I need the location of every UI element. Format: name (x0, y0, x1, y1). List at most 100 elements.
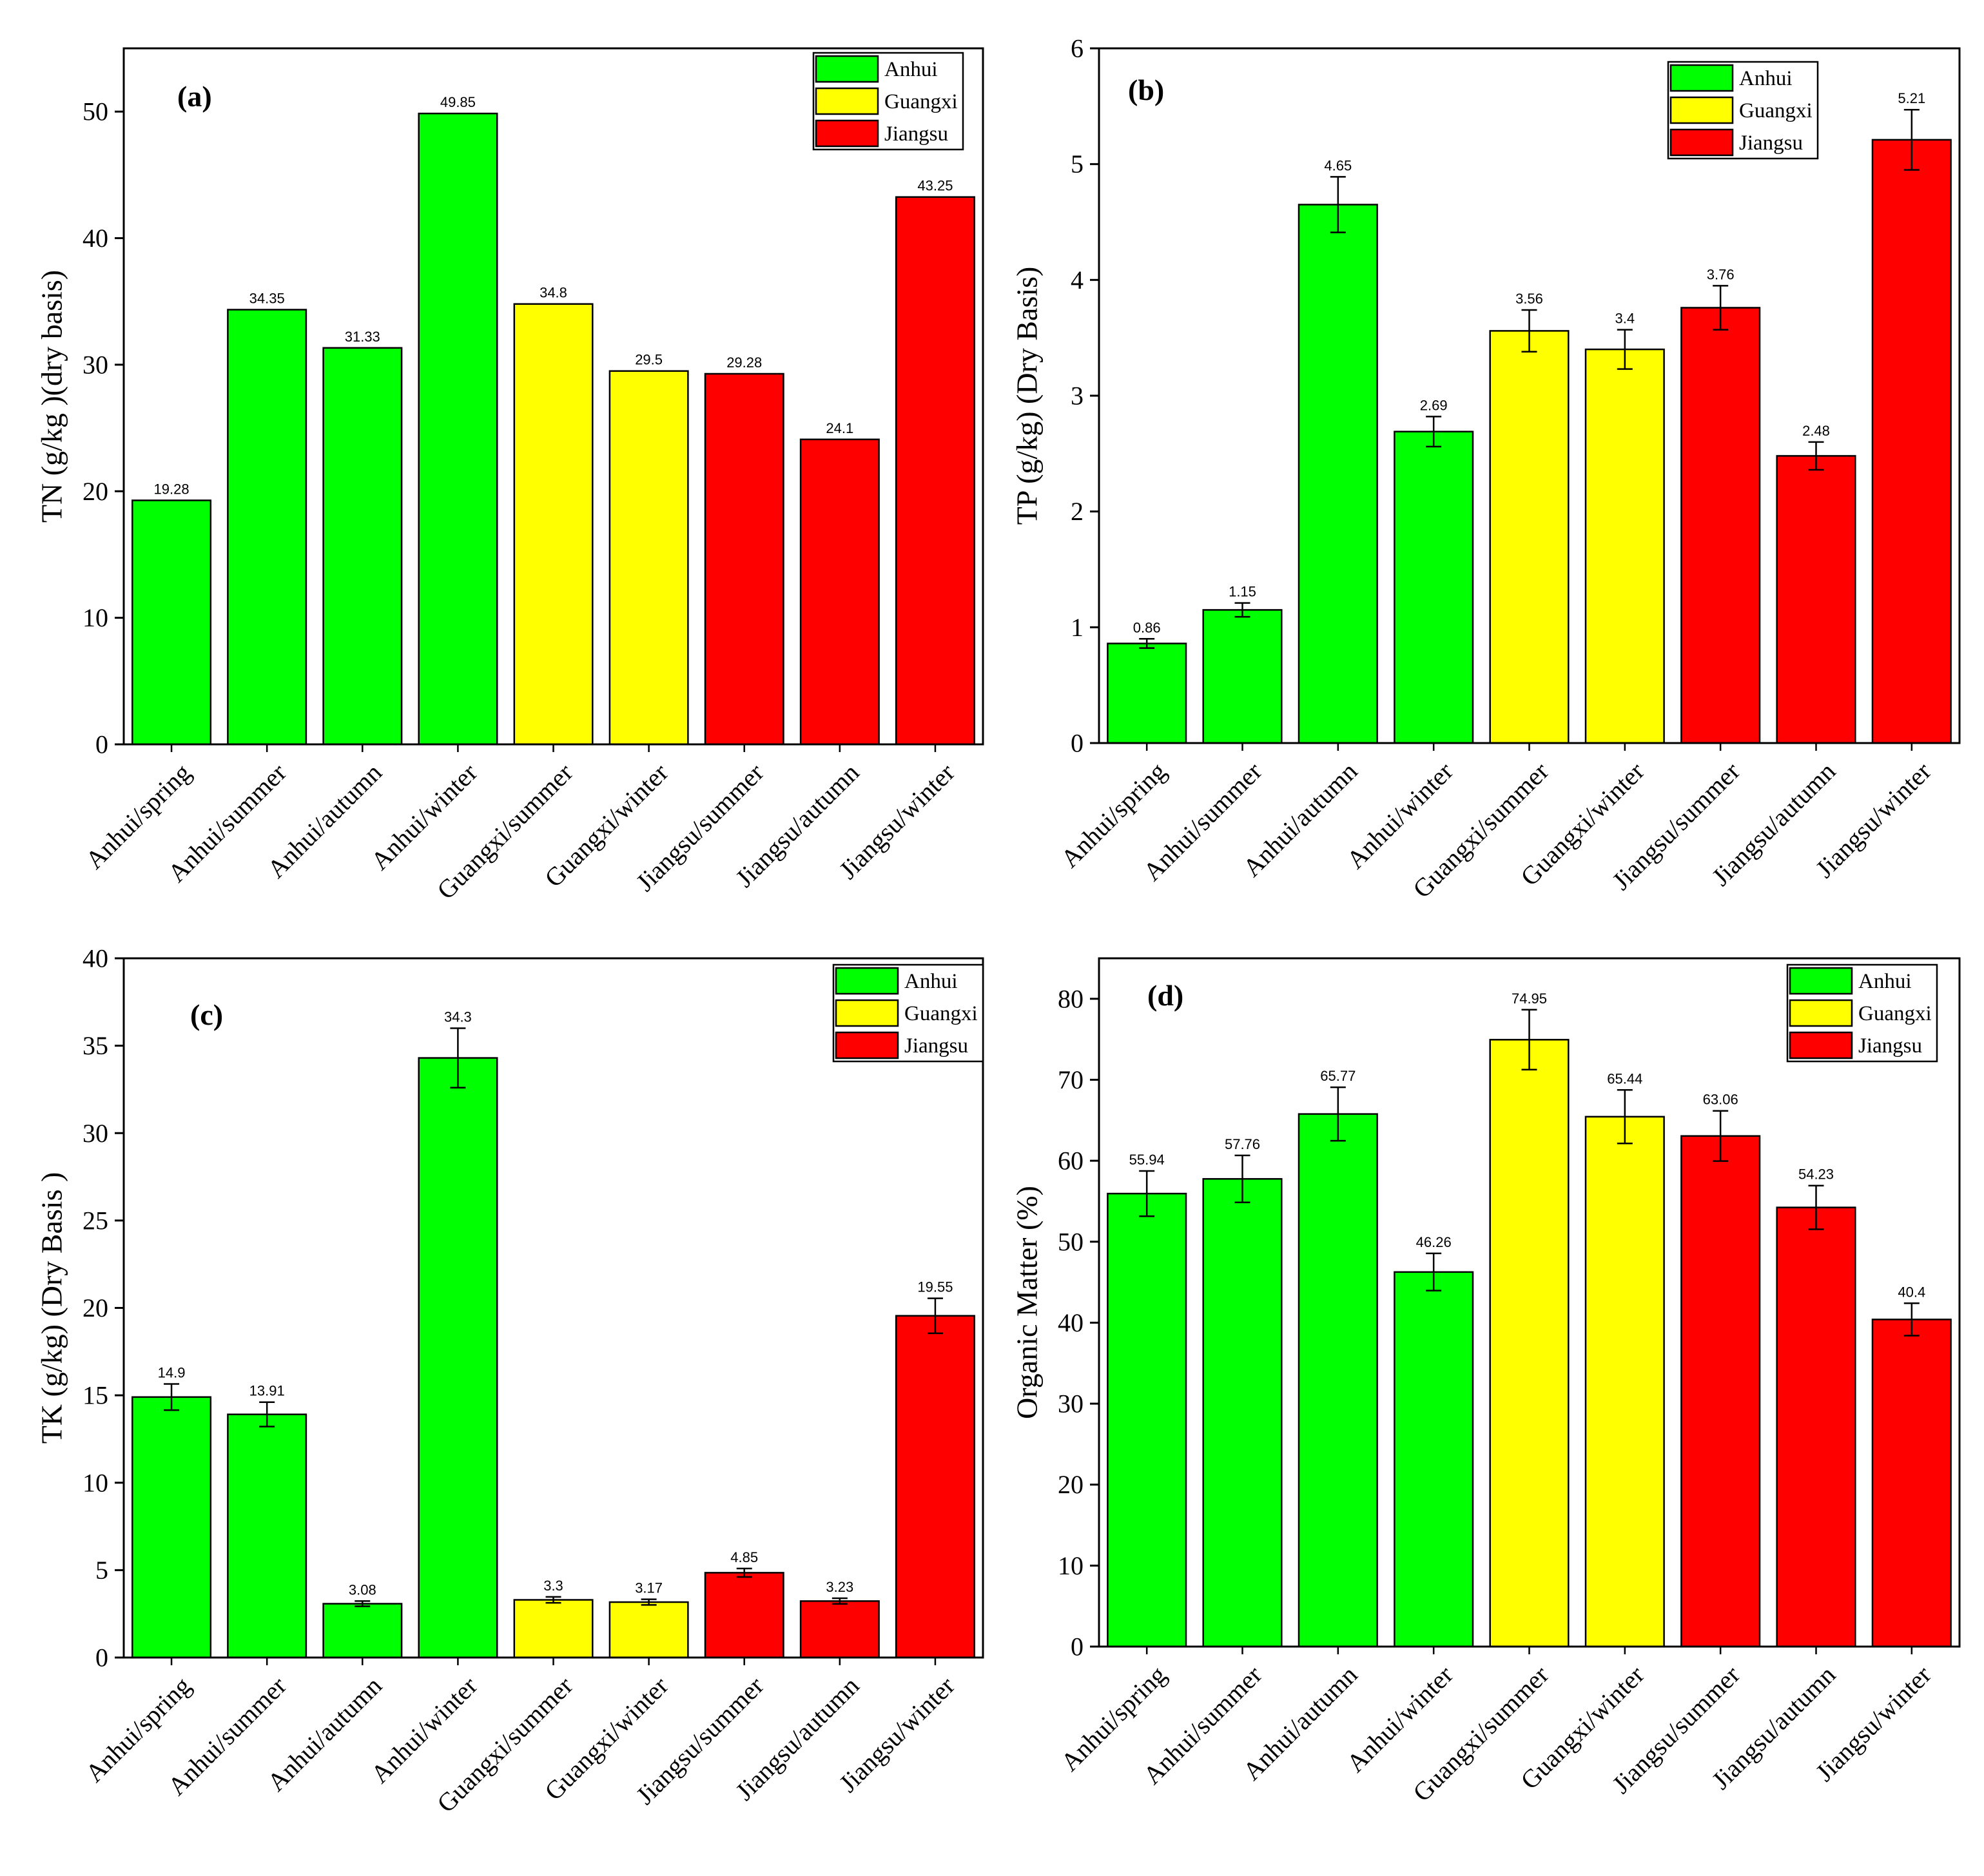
data-label: 14.9 (158, 1365, 186, 1381)
legend-label: Jiangsu (1858, 1034, 1922, 1058)
error-bar (1426, 1252, 1442, 1291)
error-bar (736, 1567, 752, 1578)
data-label: 19.28 (154, 481, 190, 497)
error-bar (259, 1401, 275, 1427)
error-bar (1521, 1009, 1537, 1071)
bar-guangxi-winter (1584, 1116, 1665, 1648)
y-tick-label: 80 (1058, 984, 1084, 1013)
legend-swatch-jiangsu (1789, 1031, 1853, 1059)
error-bar (1234, 1154, 1250, 1203)
y-tick-label: 40 (83, 944, 108, 973)
panel-label: (c) (190, 998, 223, 1031)
error-bar (1139, 1170, 1155, 1217)
legend-swatch-anhui (1789, 967, 1853, 995)
legend-swatch-anhui (835, 967, 899, 995)
data-label: 3.17 (635, 1580, 663, 1596)
chart-panel-2: 0.86Anhui/spring1.15Anhui/summer4.65Anhu… (1011, 34, 1961, 904)
data-label: 3.23 (826, 1579, 853, 1595)
error-bar (1808, 441, 1824, 471)
bar-guangxi-winter (1584, 348, 1665, 744)
y-tick-label: 40 (1058, 1308, 1084, 1337)
y-tick-label: 20 (1058, 1470, 1084, 1499)
bar-guangxi-summer (1489, 330, 1570, 744)
bar-jiangsu-winter (1871, 139, 1952, 744)
chart-panel-4: 55.94Anhui/spring57.76Anhui/summer65.77A… (1011, 957, 1961, 1807)
y-tick-label: 0 (1071, 729, 1084, 758)
chart-panel-1: 19.28Anhui/spring34.35Anhui/summer31.33A… (35, 47, 984, 905)
legend-label: Anhui (904, 970, 958, 993)
error-bar (1521, 309, 1537, 353)
legend-swatch-guangxi (835, 999, 899, 1027)
bar-jiangsu-autumn (799, 438, 880, 746)
data-label: 63.06 (1703, 1092, 1738, 1108)
y-tick-label: 6 (1071, 34, 1084, 63)
bar-guangxi-summer (513, 303, 594, 746)
legend-label: Guangxi (1739, 99, 1813, 122)
y-tick-label: 0 (95, 730, 108, 759)
error-bar (1903, 108, 1920, 171)
legend-label: Guangxi (884, 90, 958, 113)
bar-jiangsu-summer (1680, 1135, 1761, 1648)
data-label: 0.86 (1133, 619, 1161, 635)
data-label: 1.15 (1229, 584, 1256, 600)
data-label: 31.33 (345, 329, 380, 345)
legend-label: Jiangsu (884, 122, 948, 146)
error-bar (545, 1596, 561, 1604)
y-tick-label: 10 (1058, 1551, 1084, 1580)
panel-label: (a) (177, 80, 212, 113)
y-tick-label: 2 (1071, 497, 1084, 526)
y-tick-label: 30 (83, 1119, 108, 1148)
y-axis-label: Organic Matter (%) (1011, 1186, 1044, 1419)
data-label: 19.55 (917, 1279, 953, 1295)
y-tick-label: 10 (83, 603, 108, 632)
data-label: 55.94 (1129, 1152, 1165, 1168)
bar-anhui-winter (418, 1057, 498, 1659)
y-tick-label: 50 (83, 97, 108, 126)
data-label: 74.95 (1512, 991, 1547, 1007)
y-tick-label: 0 (1071, 1632, 1084, 1661)
y-tick-label: 40 (83, 224, 108, 253)
bar-anhui-winter (418, 112, 498, 746)
y-tick-label: 20 (83, 1293, 108, 1322)
y-tick-label: 4 (1071, 266, 1084, 295)
y-tick-label: 25 (83, 1206, 108, 1235)
legend-swatch-guangxi (815, 87, 879, 115)
legend-label: Guangxi (1858, 1002, 1932, 1025)
legend-swatch-guangxi (1789, 999, 1853, 1027)
data-label: 2.48 (1802, 423, 1830, 439)
bar-jiangsu-summer (704, 372, 784, 746)
legend-label: Anhui (884, 58, 938, 81)
data-label: 65.77 (1320, 1068, 1356, 1084)
y-tick-label: 3 (1071, 382, 1084, 411)
data-label: 2.69 (1420, 397, 1448, 413)
data-label: 13.91 (249, 1383, 285, 1399)
bar-jiangsu-winter (895, 1315, 975, 1659)
legend-swatch-guangxi (1669, 96, 1734, 124)
error-bar (450, 1027, 466, 1088)
y-tick-label: 10 (83, 1468, 108, 1497)
error-bar (1139, 638, 1155, 649)
legend-swatch-jiangsu (815, 119, 879, 148)
y-tick-label: 5 (95, 1556, 108, 1585)
bar-jiangsu-winter (1871, 1319, 1952, 1648)
legend-label: Jiangsu (1739, 131, 1803, 155)
bar-anhui-spring (1107, 1192, 1187, 1648)
bar-guangxi-summer (1489, 1039, 1570, 1648)
legend-label: Anhui (1739, 67, 1793, 90)
bar-anhui-autumn (1298, 204, 1378, 744)
error-bar (1808, 1185, 1824, 1230)
error-bar (1234, 602, 1250, 618)
legend-label: Anhui (1858, 970, 1912, 993)
bar-jiangsu-summer (1680, 307, 1761, 744)
bar-anhui-summer (1202, 1178, 1283, 1648)
data-label: 3.76 (1707, 266, 1735, 282)
y-tick-label: 30 (1058, 1389, 1084, 1418)
y-tick-label: 60 (1058, 1146, 1084, 1175)
error-bar (927, 1297, 943, 1335)
data-label: 65.44 (1607, 1070, 1642, 1087)
legend-swatch-anhui (815, 55, 879, 83)
bar-guangxi-summer (513, 1599, 594, 1659)
data-label: 4.85 (730, 1549, 758, 1565)
data-label: 3.08 (349, 1581, 376, 1598)
